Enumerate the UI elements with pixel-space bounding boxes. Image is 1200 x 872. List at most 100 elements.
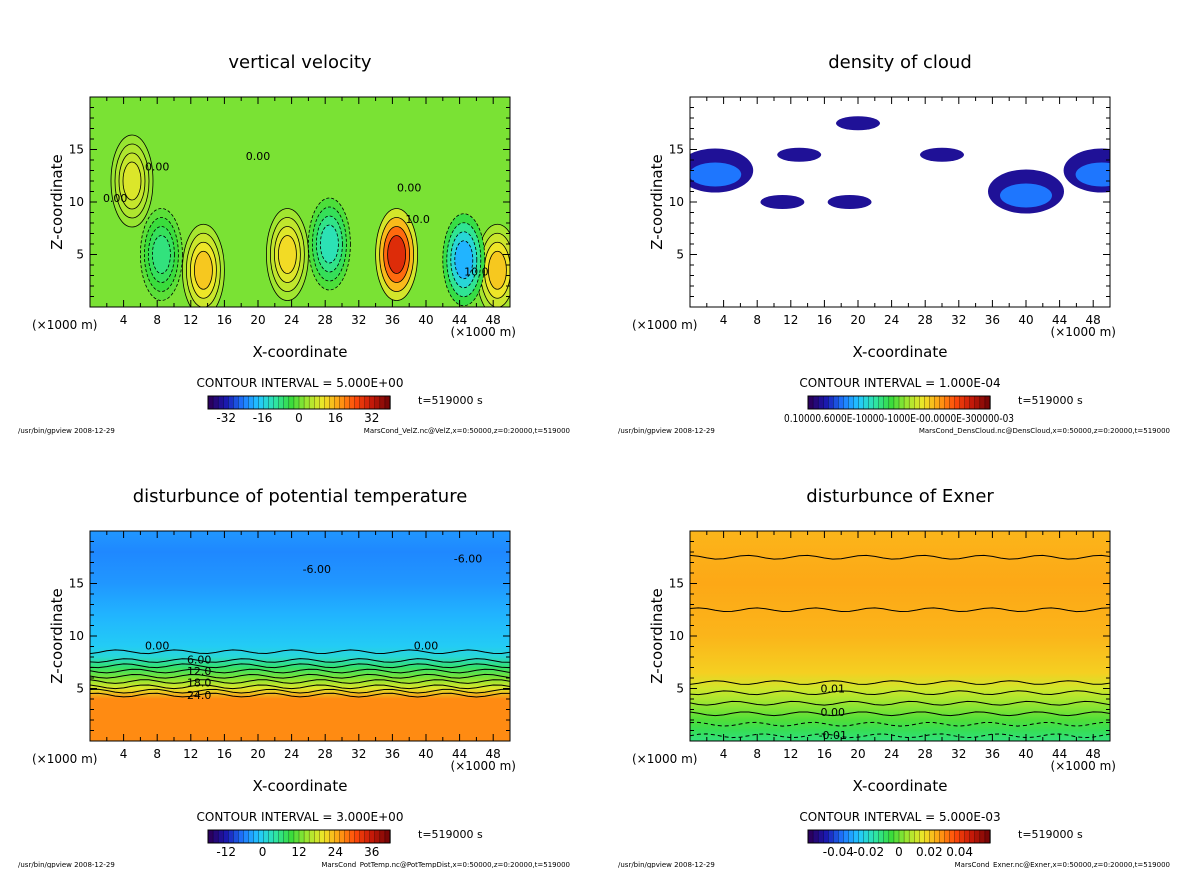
contour-label: 0.00 [414, 640, 439, 653]
x-tick-label: 40 [418, 313, 433, 327]
x-tick-label: 4 [120, 313, 128, 327]
x-tick-label: 44 [1052, 313, 1067, 327]
cloud-mark [690, 162, 742, 187]
colorbar-cell [339, 395, 346, 410]
colorbar-cell [238, 829, 245, 844]
colorbar-cell [919, 829, 925, 844]
contour-label: -6.00 [303, 563, 331, 576]
colorbar-cell [273, 829, 280, 844]
colorbar-cell [349, 395, 356, 410]
colorbar-cell [217, 395, 224, 410]
colorbar-cell [919, 395, 925, 410]
contour-label: 0.00 [246, 150, 271, 163]
colorbar-cell [823, 395, 829, 410]
colorbar-tick-label: 24 [328, 845, 343, 859]
colorbar-cell [944, 395, 951, 410]
colorbar-cell [838, 395, 845, 410]
y-tick-label: 15 [669, 577, 684, 591]
footer-right: MarsCond_VelZ.nc@VelZ,x=0:50000,z=0:2000… [364, 427, 570, 435]
colorbar-tick-label: -0.04 [823, 845, 854, 859]
contour-interval: CONTOUR INTERVAL = 5.000E+00 [197, 376, 404, 390]
colorbar-cell [954, 829, 961, 844]
colorbar-cell [248, 395, 255, 410]
contour-line [90, 692, 510, 698]
contour-label: 24.0 [187, 689, 212, 702]
cloud-mark [1000, 183, 1052, 208]
colorbar-cell [959, 829, 966, 844]
y-axis-label: Z-coordinate [48, 588, 66, 683]
colorbar-cell [914, 829, 920, 844]
footer-right: MarsCond_PotTemp.nc@PotTempDist,x=0:5000… [321, 861, 570, 868]
contour-line [90, 663, 510, 669]
x-tick-label: 4 [120, 747, 128, 761]
x-tick-label: 28 [318, 747, 333, 761]
colorbar-cell [908, 395, 915, 410]
y-tick-label: 15 [669, 143, 684, 157]
x-unit-left: (×1000 m) [632, 752, 697, 766]
colorbar-cell [303, 395, 310, 410]
x-tick-label: 16 [217, 313, 232, 327]
colorbar-cell [217, 829, 224, 844]
contour-label: 0.00 [103, 192, 128, 205]
colorbar-cell [288, 395, 295, 410]
time-label: t=519000 s [1018, 828, 1083, 841]
colorbar-cell [324, 395, 330, 410]
x-unit-right: (×1000 m) [1051, 325, 1116, 339]
field-mark [454, 240, 474, 280]
x-axis-label: X-coordinate [253, 777, 348, 795]
cloud-mark [1075, 162, 1110, 187]
x-tick-label: 20 [250, 747, 265, 761]
x-tick-label: 28 [918, 747, 933, 761]
x-tick-label: 12 [783, 313, 798, 327]
colorbar-tick-label: -12 [216, 845, 236, 859]
x-tick-label: 24 [884, 747, 899, 761]
cloud-mark [920, 147, 964, 162]
x-tick-label: 32 [351, 747, 366, 761]
x-tick-label: 8 [153, 313, 161, 327]
contour-line [90, 668, 510, 674]
y-tick-label: 5 [676, 248, 684, 262]
footer-right: MarsCond_Exner.nc@Exner,x=0:50000,z=0:20… [955, 861, 1170, 868]
colorbar-cell [939, 829, 946, 844]
x-tick-label: 8 [153, 747, 161, 761]
colorbar-cell [898, 829, 905, 844]
y-tick-label: 5 [76, 682, 84, 696]
colorbar-cell [863, 829, 870, 844]
x-tick-label: 48 [486, 313, 501, 327]
colorbar-cell [334, 829, 341, 844]
x-tick-label: 20 [850, 313, 865, 327]
contour-label: 12.0 [187, 665, 212, 678]
x-tick-label: 36 [985, 747, 1000, 761]
colorbar-cell [329, 829, 336, 844]
colorbar-cell [273, 395, 280, 410]
x-tick-label: 40 [1018, 313, 1033, 327]
x-axis-label: X-coordinate [253, 343, 348, 361]
plot-area [690, 97, 1110, 307]
colorbar-cell [934, 829, 941, 844]
colorbar-cell [354, 829, 361, 844]
colorbar-cell [288, 829, 295, 844]
y-axis-label: Z-coordinate [648, 588, 666, 683]
x-tick-label: 40 [1018, 747, 1033, 761]
colorbar-cell [319, 395, 325, 410]
colorbar-cell [339, 829, 346, 844]
colorbar-cell [823, 829, 829, 844]
colorbar-cell [369, 395, 376, 410]
x-tick-label: 48 [486, 747, 501, 761]
contour-line [690, 700, 1110, 706]
colorbar-cell [843, 829, 850, 844]
colorbar-tick-label: 0 [259, 845, 267, 859]
colorbar-cell [293, 395, 300, 410]
colorbar-cell [863, 395, 870, 410]
x-axis-label: X-coordinate [853, 777, 948, 795]
colorbar-cell [303, 829, 310, 844]
colorbar-cell [934, 395, 941, 410]
footer-left: /usr/bin/gpview 2008-12-29 [18, 861, 115, 868]
colorbar-tick-label: 0.10000.6000E-10000-1000E-00.0000E-30000… [784, 412, 1014, 425]
contour-line [690, 607, 1110, 613]
x-tick-label: 44 [1052, 747, 1067, 761]
y-tick-label: 5 [676, 682, 684, 696]
x-tick-label: 16 [217, 747, 232, 761]
colorbar-tick-label: 36 [364, 845, 379, 859]
colorbar-cell [207, 829, 214, 844]
